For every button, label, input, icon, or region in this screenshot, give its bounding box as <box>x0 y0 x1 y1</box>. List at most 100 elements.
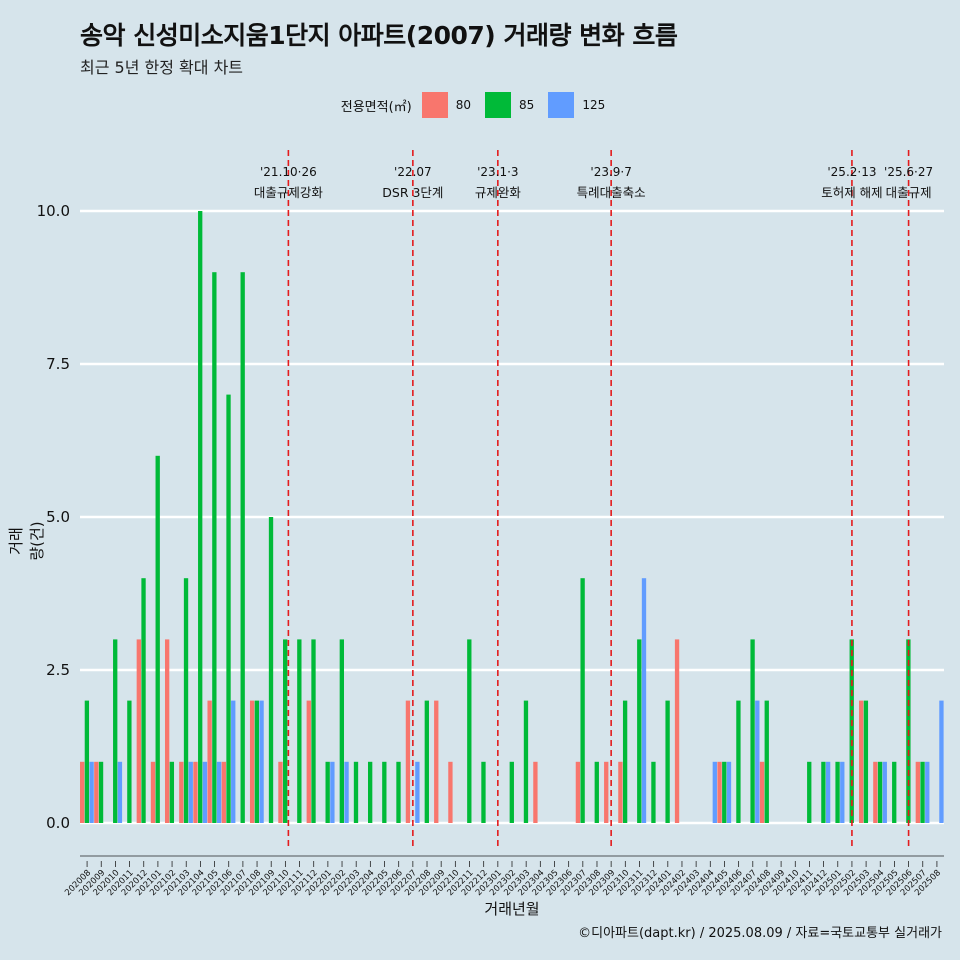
bar-85-202407 <box>750 639 755 823</box>
bar-80-202503 <box>859 700 864 823</box>
bar-80-202103 <box>179 761 184 823</box>
legend-swatch-85 <box>485 92 512 118</box>
bar-125-202404 <box>712 761 717 823</box>
bar-125-202105 <box>216 761 222 823</box>
event-date-label: '25.2·13 <box>827 165 876 179</box>
bar-85-202401 <box>665 700 670 823</box>
x-axis-label: 거래년월 <box>484 900 540 918</box>
bar-125-202501 <box>840 761 845 823</box>
event-date-label: '21.10·26 <box>260 165 317 179</box>
bar-85-202205 <box>382 761 387 823</box>
chart-title: 송악 신성미소지움1단지 아파트(2007) 거래량 변화 흐름 <box>80 21 678 50</box>
bar-85-202111 <box>297 639 302 823</box>
bar-85-202501 <box>835 761 840 823</box>
event-name-label: 규제완화 <box>475 185 522 200</box>
bar-125-202201 <box>330 761 335 823</box>
legend: 전용면적(㎡) 80 85 125 <box>0 92 960 118</box>
bar-85-202307 <box>580 578 585 823</box>
bar-85-202112 <box>311 639 316 823</box>
bar-125-202504 <box>882 761 887 823</box>
bar-80-202009 <box>94 761 99 823</box>
bar-125-202104 <box>202 761 208 823</box>
legend-swatch-125 <box>548 92 575 118</box>
bar-85-202411 <box>807 761 812 823</box>
bar-85-202106 <box>226 394 231 823</box>
bar-80-202207 <box>405 700 411 823</box>
bar-85-202110 <box>283 639 288 823</box>
bar-80-202105 <box>207 700 212 823</box>
legend-label-125: 125 <box>582 98 606 112</box>
bar-85-202009 <box>98 761 104 823</box>
bar-80-202210 <box>448 761 453 823</box>
bar-85-202405 <box>722 761 727 823</box>
bar-85-202504 <box>877 761 883 823</box>
bar-125-202311 <box>641 578 647 823</box>
bar-80-202101 <box>150 761 156 823</box>
bar-85-202408 <box>764 700 769 823</box>
bar-85-202303 <box>523 700 529 823</box>
bar-85-202101 <box>155 455 160 823</box>
bar-125-202103 <box>188 761 193 823</box>
bar-125-202108 <box>259 700 264 823</box>
legend-item-85: 85 <box>485 92 534 118</box>
bar-125-202405 <box>726 761 732 823</box>
bar-85-202010 <box>113 639 118 823</box>
bar-85-202204 <box>368 761 373 823</box>
bar-85-202109 <box>268 517 274 823</box>
y-tick-label: 2.5 <box>46 661 70 679</box>
bar-85-202308 <box>594 761 599 823</box>
bar-125-202407 <box>755 700 760 823</box>
bar-85-202107 <box>240 272 245 823</box>
bar-80-202408 <box>759 761 765 823</box>
event-date-label: '23.9·7 <box>590 165 631 179</box>
bar-125-202507 <box>925 761 930 823</box>
bar-85-202012 <box>141 578 146 823</box>
event-name-label: 대출규제강화 <box>254 185 324 200</box>
bar-85-202406 <box>736 700 741 823</box>
legend-item-125: 125 <box>548 92 605 118</box>
bar-80-202209 <box>434 700 439 823</box>
bar-80-202012 <box>136 639 141 823</box>
bar-85-202103 <box>183 578 189 823</box>
bar-85-202011 <box>127 700 132 823</box>
source-caption: ©디아파트(dapt.kr) / 2025.08.09 / 자료=국토교통부 실… <box>578 926 942 941</box>
legend-label-80: 80 <box>455 98 472 112</box>
event-name-label: 특례대출축소 <box>577 185 646 200</box>
bar-80-202405 <box>717 761 722 823</box>
bar-80-202304 <box>533 761 538 823</box>
bar-125-202106 <box>231 700 236 823</box>
bar-125-202010 <box>117 761 123 823</box>
bar-80-202102 <box>164 639 170 823</box>
bar-85-202310 <box>622 700 628 823</box>
bar-80-202307 <box>575 761 581 823</box>
bar-85-202104 <box>198 211 203 823</box>
bar-85-202412 <box>821 761 826 823</box>
bar-125-202008 <box>89 761 94 823</box>
bar-85-202102 <box>169 761 175 823</box>
bar-85-202507 <box>920 761 925 823</box>
bar-85-202212 <box>481 761 486 823</box>
bar-85-202203 <box>353 761 359 823</box>
bar-125-202508 <box>939 700 944 823</box>
y-tick-label: 10.0 <box>37 202 70 220</box>
bar-80-202106 <box>221 761 226 823</box>
bar-85-202311 <box>637 639 642 823</box>
bar-85-202201 <box>325 761 330 823</box>
bar-80-202008 <box>80 761 85 823</box>
bar-85-202108 <box>254 700 260 823</box>
bar-80-202310 <box>618 761 623 823</box>
legend-label-85: 85 <box>519 98 535 112</box>
event-date-label: '22.07 <box>394 165 432 179</box>
bar-85-202312 <box>651 761 656 823</box>
bar-80-202402 <box>674 639 680 823</box>
bar-85-202503 <box>863 700 869 823</box>
bar-80-202112 <box>306 700 311 823</box>
bar-80-202504 <box>873 761 878 823</box>
bar-85-202008 <box>84 700 90 823</box>
event-date-label: '23.1·3 <box>477 165 518 179</box>
event-date-label: '25.6·27 <box>884 165 933 179</box>
bar-80-202507 <box>915 761 920 823</box>
bar-80-202108 <box>249 700 255 823</box>
bar-80-202110 <box>278 761 283 823</box>
bar-85-202206 <box>396 761 401 823</box>
